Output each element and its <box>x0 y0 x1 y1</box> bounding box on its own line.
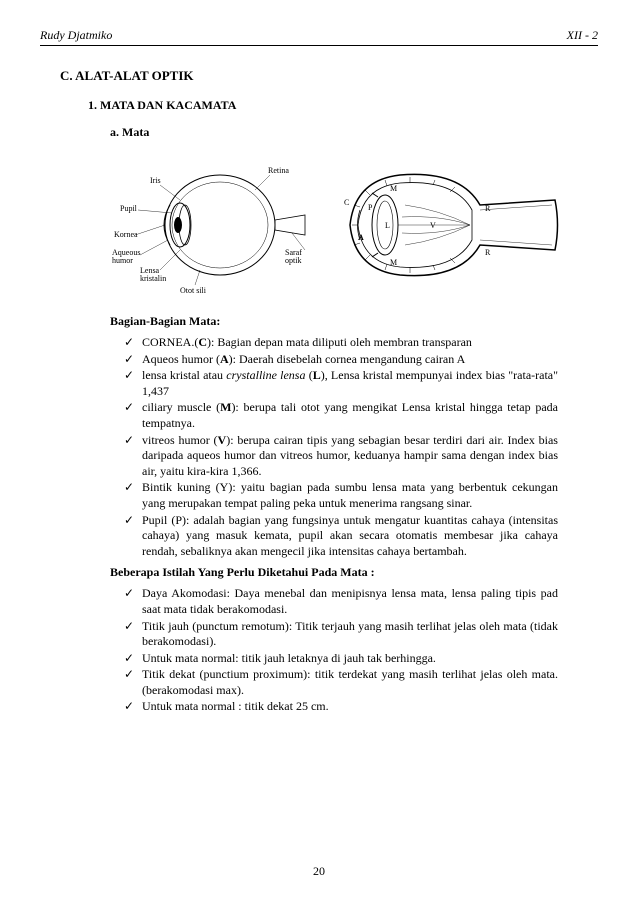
list2-item: Untuk mata normal : titik dekat 25 cm. <box>142 699 558 715</box>
label-v: V <box>430 221 436 230</box>
subheading-bagian: Bagian-Bagian Mata: <box>110 314 578 329</box>
heading-a: a. Mata <box>110 125 578 140</box>
header-author: Rudy Djatmiko <box>40 28 112 43</box>
header-chapter: XII - 2 <box>567 28 598 43</box>
label-retina: Retina <box>268 166 289 175</box>
list1-item: vitreos humor (V): berupa cairan tipis y… <box>142 433 558 480</box>
label-p: P <box>368 203 373 212</box>
heading-1: 1. MATA DAN KACAMATA <box>88 98 578 113</box>
label-saraf: Sarafoptik <box>285 248 302 265</box>
label-kornea: Kornea <box>114 230 138 239</box>
list1-item: ciliary muscle (M): berupa tali otot yan… <box>142 400 558 431</box>
list-istilah: Daya Akomodasi: Daya menebal dan menipis… <box>142 586 558 715</box>
page-header: Rudy Djatmiko XII - 2 <box>40 28 598 46</box>
list1-item: CORNEA.(C): Bagian depan mata diliputi o… <box>142 335 558 351</box>
page-number: 20 <box>0 864 638 879</box>
label-pupil: Pupil <box>120 204 138 213</box>
label-aqueous: Aqueoushumor <box>112 248 140 265</box>
eye-diagram-container: Iris Pupil Kornea Aqueoushumor Lensakris… <box>110 150 568 300</box>
list1-item: Pupil (P): adalah bagian yang fungsinya … <box>142 513 558 560</box>
list2-item: Titik dekat (punctium proximum): titik t… <box>142 667 558 698</box>
label-lensa: Lensakristalin <box>140 266 166 283</box>
label-iris: Iris <box>150 176 161 185</box>
label-r-top: R <box>485 204 491 213</box>
label-l: L <box>385 221 390 230</box>
list1-item: Aqueos humor (A): Daerah disebelah corne… <box>142 352 558 368</box>
list1-item: lensa kristal atau crystalline lensa (L)… <box>142 368 558 399</box>
list2-item: Titik jauh (punctum remotum): Titik terj… <box>142 619 558 650</box>
list-bagian-mata: CORNEA.(C): Bagian depan mata diliputi o… <box>142 335 558 559</box>
eye-external-diagram: Iris Pupil Kornea Aqueoushumor Lensakris… <box>110 155 310 295</box>
label-m-top: M <box>390 184 397 193</box>
label-c: C <box>344 198 349 207</box>
label-a: A <box>358 233 364 242</box>
list2-item: Untuk mata normal: titik jauh letaknya d… <box>142 651 558 667</box>
label-otot: Otot sili <box>180 286 207 295</box>
list1-item: Bintik kuning (Y): yaitu bagian pada sum… <box>142 480 558 511</box>
label-r-bot: R <box>485 248 491 257</box>
heading-c: C. ALAT-ALAT OPTIK <box>60 68 578 84</box>
label-m-bot: M <box>390 258 397 267</box>
eye-cross-section-diagram: C P A M M L V R R <box>330 155 560 295</box>
subheading-istilah: Beberapa Istilah Yang Perlu Diketahui Pa… <box>110 565 578 580</box>
list2-item: Daya Akomodasi: Daya menebal dan menipis… <box>142 586 558 617</box>
